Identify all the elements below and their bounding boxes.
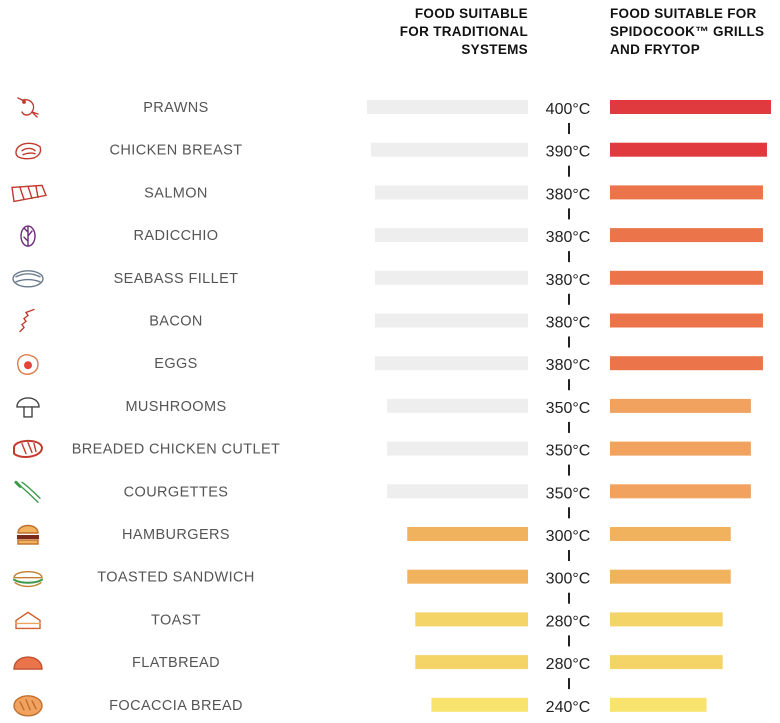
- egg-icon: [17, 353, 39, 375]
- category-label: TOAST: [151, 612, 201, 628]
- category-label: COURGETTES: [124, 484, 229, 500]
- traditional-bar: [431, 697, 528, 712]
- traditional-bar: [367, 100, 528, 114]
- category-label: MUSHROOMS: [125, 399, 226, 415]
- traditional-bar: [387, 441, 528, 456]
- temperature-label: 390°C: [546, 144, 591, 161]
- spidocook-bar: [610, 612, 723, 627]
- seabass-fillet-icon: [12, 270, 44, 288]
- spidocook-bar: [610, 697, 707, 712]
- traditional-bar: [375, 270, 528, 285]
- chicken-breast-icon: [15, 142, 42, 160]
- breaded-cutlet-icon: [13, 439, 44, 458]
- traditional-bar: [375, 228, 528, 243]
- hdr-right-line: AND FRYTOP: [610, 42, 701, 57]
- spidocook-bar: [610, 356, 763, 371]
- category-label: PRAWNS: [143, 100, 209, 116]
- hdr-left-line: FOOD SUITABLE: [414, 6, 528, 21]
- spidocook-bar: [610, 100, 771, 114]
- temperature-label: 280°C: [546, 656, 591, 673]
- temperature-label: 350°C: [546, 443, 591, 460]
- hdr-right-line: SPIDOCOOK™ GRILLS: [610, 24, 765, 39]
- category-label: TOASTED SANDWICH: [97, 570, 255, 586]
- spidocook-bar: [610, 569, 731, 584]
- temperature-label: 350°C: [546, 400, 591, 417]
- toast-icon: [15, 611, 41, 630]
- category-label: FOCACCIA BREAD: [109, 698, 243, 714]
- category-label: BACON: [149, 314, 203, 330]
- salmon-icon: [11, 184, 47, 203]
- temperature-label: 380°C: [546, 229, 591, 246]
- category-label: EGGS: [154, 356, 198, 372]
- hamburger-icon: [17, 524, 39, 545]
- traditional-bar: [387, 398, 528, 413]
- category-label: CHICKEN BREAST: [110, 143, 243, 159]
- category-label: FLATBREAD: [132, 655, 220, 671]
- traditional-bar: [415, 655, 528, 670]
- flatbread-icon: [13, 656, 43, 670]
- traditional-bar: [415, 612, 528, 627]
- traditional-bar: [407, 527, 528, 541]
- traditional-bar: [407, 569, 528, 584]
- traditional-bar: [375, 185, 528, 200]
- traditional-bar: [387, 484, 528, 499]
- spidocook-bar: [610, 185, 763, 200]
- temperature-label: 380°C: [546, 315, 591, 332]
- category-label: HAMBURGERS: [122, 527, 230, 543]
- spidocook-bar: [610, 313, 763, 328]
- temperature-label: 350°C: [546, 485, 591, 502]
- focaccia-icon: [13, 695, 43, 717]
- temperature-label: 380°C: [546, 272, 591, 289]
- traditional-bar: [375, 356, 528, 371]
- spidocook-bar: [610, 484, 751, 499]
- spidocook-bar: [610, 228, 763, 243]
- radicchio-icon: [20, 225, 36, 247]
- bacon-icon: [19, 308, 35, 333]
- temperature-label: 380°C: [546, 357, 591, 374]
- temperature-label: 240°C: [546, 699, 591, 716]
- temperature-label: 380°C: [546, 186, 591, 203]
- hdr-right-line: FOOD SUITABLE FOR: [610, 6, 757, 21]
- traditional-systems-header: FOOD SUITABLE FOR TRADITIONAL SYSTEMS: [328, 5, 528, 59]
- hdr-left-line: SYSTEMS: [461, 42, 528, 57]
- temperature-label: 400°C: [546, 101, 591, 118]
- prawn-icon: [17, 97, 39, 118]
- spidocook-bar: [610, 655, 723, 670]
- traditional-bar: [375, 313, 528, 328]
- spidocook-header: FOOD SUITABLE FOR SPIDOCOOK™ GRILLS AND FR…: [610, 5, 780, 59]
- mushroom-icon: [16, 397, 40, 418]
- courgette-icon: [14, 480, 41, 503]
- spidocook-bar: [610, 142, 767, 157]
- temperature-label: 300°C: [546, 571, 591, 588]
- toasted-sandwich-icon: [13, 571, 43, 588]
- category-label: BREADED CHICKEN CUTLET: [72, 442, 281, 458]
- spidocook-bar: [610, 527, 731, 541]
- spidocook-bar: [610, 441, 751, 456]
- category-label: SEABASS FILLET: [114, 271, 239, 287]
- category-label: RADICCHIO: [134, 228, 219, 244]
- temperature-label: 280°C: [546, 613, 591, 630]
- category-label: SALMON: [144, 185, 208, 201]
- hdr-left-line: FOR TRADITIONAL: [399, 24, 528, 39]
- spidocook-bar: [610, 270, 763, 285]
- spidocook-bar: [610, 398, 751, 413]
- temperature-label: 300°C: [546, 528, 591, 545]
- traditional-bar: [371, 142, 528, 157]
